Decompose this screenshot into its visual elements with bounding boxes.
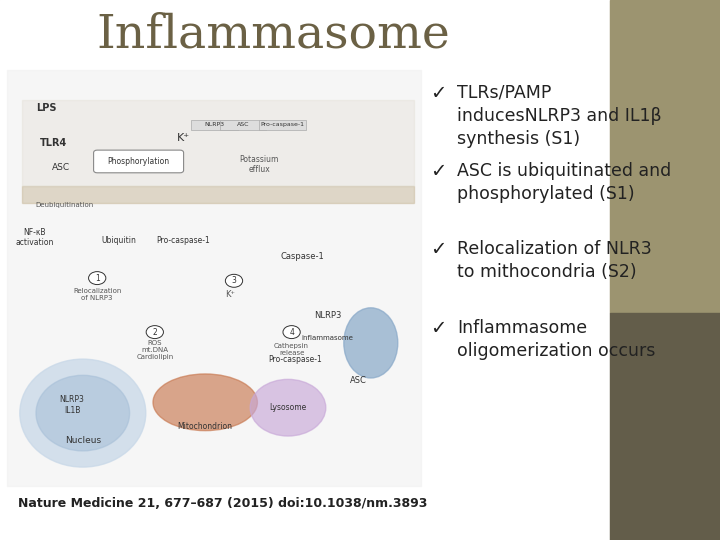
Text: NLRP3: NLRP3 xyxy=(314,312,341,320)
Bar xyxy=(22,100,414,186)
Bar xyxy=(220,120,266,130)
Text: NLRP3
IL1B: NLRP3 IL1B xyxy=(60,395,84,415)
Bar xyxy=(0,0,610,540)
Text: NF-κB
activation: NF-κB activation xyxy=(15,228,54,247)
Text: LPS: LPS xyxy=(37,103,57,113)
Bar xyxy=(22,186,414,202)
Text: Ubiquitin: Ubiquitin xyxy=(102,236,136,245)
Text: Pro-caspase-1: Pro-caspase-1 xyxy=(261,122,305,127)
Text: NLRP3: NLRP3 xyxy=(204,122,224,127)
Text: ROS
mt.DNA
Cardiolipin: ROS mt.DNA Cardiolipin xyxy=(136,340,174,360)
Text: ASC: ASC xyxy=(350,376,367,385)
Text: Cathepsin
release: Cathepsin release xyxy=(274,343,309,356)
Text: ✓: ✓ xyxy=(431,162,447,181)
Bar xyxy=(7,70,421,486)
Text: Caspase-1: Caspase-1 xyxy=(281,252,324,261)
Circle shape xyxy=(283,326,300,339)
Text: inflammasome: inflammasome xyxy=(302,334,354,341)
Text: ✓: ✓ xyxy=(431,319,447,338)
FancyBboxPatch shape xyxy=(94,150,184,173)
Text: ✓: ✓ xyxy=(431,240,447,259)
Text: K⁺: K⁺ xyxy=(177,133,190,143)
Text: Phosphorylation: Phosphorylation xyxy=(107,157,169,166)
Text: Pro-caspase-1: Pro-caspase-1 xyxy=(157,236,210,245)
Text: Potassium
efflux: Potassium efflux xyxy=(240,155,279,174)
Text: ASC: ASC xyxy=(237,122,249,127)
Text: 4: 4 xyxy=(289,328,294,336)
Text: 2: 2 xyxy=(153,328,157,336)
Text: Nucleus: Nucleus xyxy=(65,436,101,444)
Text: 3: 3 xyxy=(232,276,236,285)
Bar xyxy=(191,120,238,130)
Bar xyxy=(259,120,306,130)
Text: TLRs/PAMP
inducesNLRP3 and IL1β
synthesis (S1): TLRs/PAMP inducesNLRP3 and IL1β synthesi… xyxy=(457,84,662,147)
Text: Deubiquitination: Deubiquitination xyxy=(36,202,94,208)
Ellipse shape xyxy=(36,375,130,451)
Text: 1: 1 xyxy=(95,274,99,282)
Ellipse shape xyxy=(344,308,397,378)
Text: Relocalization
of NLRP3: Relocalization of NLRP3 xyxy=(73,288,122,301)
Ellipse shape xyxy=(153,374,258,431)
Text: Inflammasome
oligomerization occurs: Inflammasome oligomerization occurs xyxy=(457,319,656,360)
Ellipse shape xyxy=(20,359,145,467)
Circle shape xyxy=(89,272,106,285)
Circle shape xyxy=(225,274,243,287)
Text: Inflammasome: Inflammasome xyxy=(96,12,451,58)
Bar xyxy=(610,313,720,540)
Text: Relocalization of NLR3
to mithocondria (S2): Relocalization of NLR3 to mithocondria (… xyxy=(457,240,652,281)
Bar xyxy=(610,0,720,313)
Text: K⁺: K⁺ xyxy=(225,290,235,299)
Text: Nature Medicine 21, 677–687 (2015) doi:10.1038/nm.3893: Nature Medicine 21, 677–687 (2015) doi:1… xyxy=(18,497,428,510)
Text: TLR4: TLR4 xyxy=(40,138,68,148)
Text: Lysosome: Lysosome xyxy=(269,403,307,412)
Text: ✓: ✓ xyxy=(431,84,447,103)
Circle shape xyxy=(146,326,163,339)
Text: ASC is ubiquitinated and
phosphorylated (S1): ASC is ubiquitinated and phosphorylated … xyxy=(457,162,672,203)
Text: Pro-caspase-1: Pro-caspase-1 xyxy=(269,355,322,363)
Bar xyxy=(610,0,720,540)
Ellipse shape xyxy=(251,379,325,436)
Text: Mitochondrion: Mitochondrion xyxy=(178,422,233,431)
Text: ASC: ASC xyxy=(52,163,71,172)
